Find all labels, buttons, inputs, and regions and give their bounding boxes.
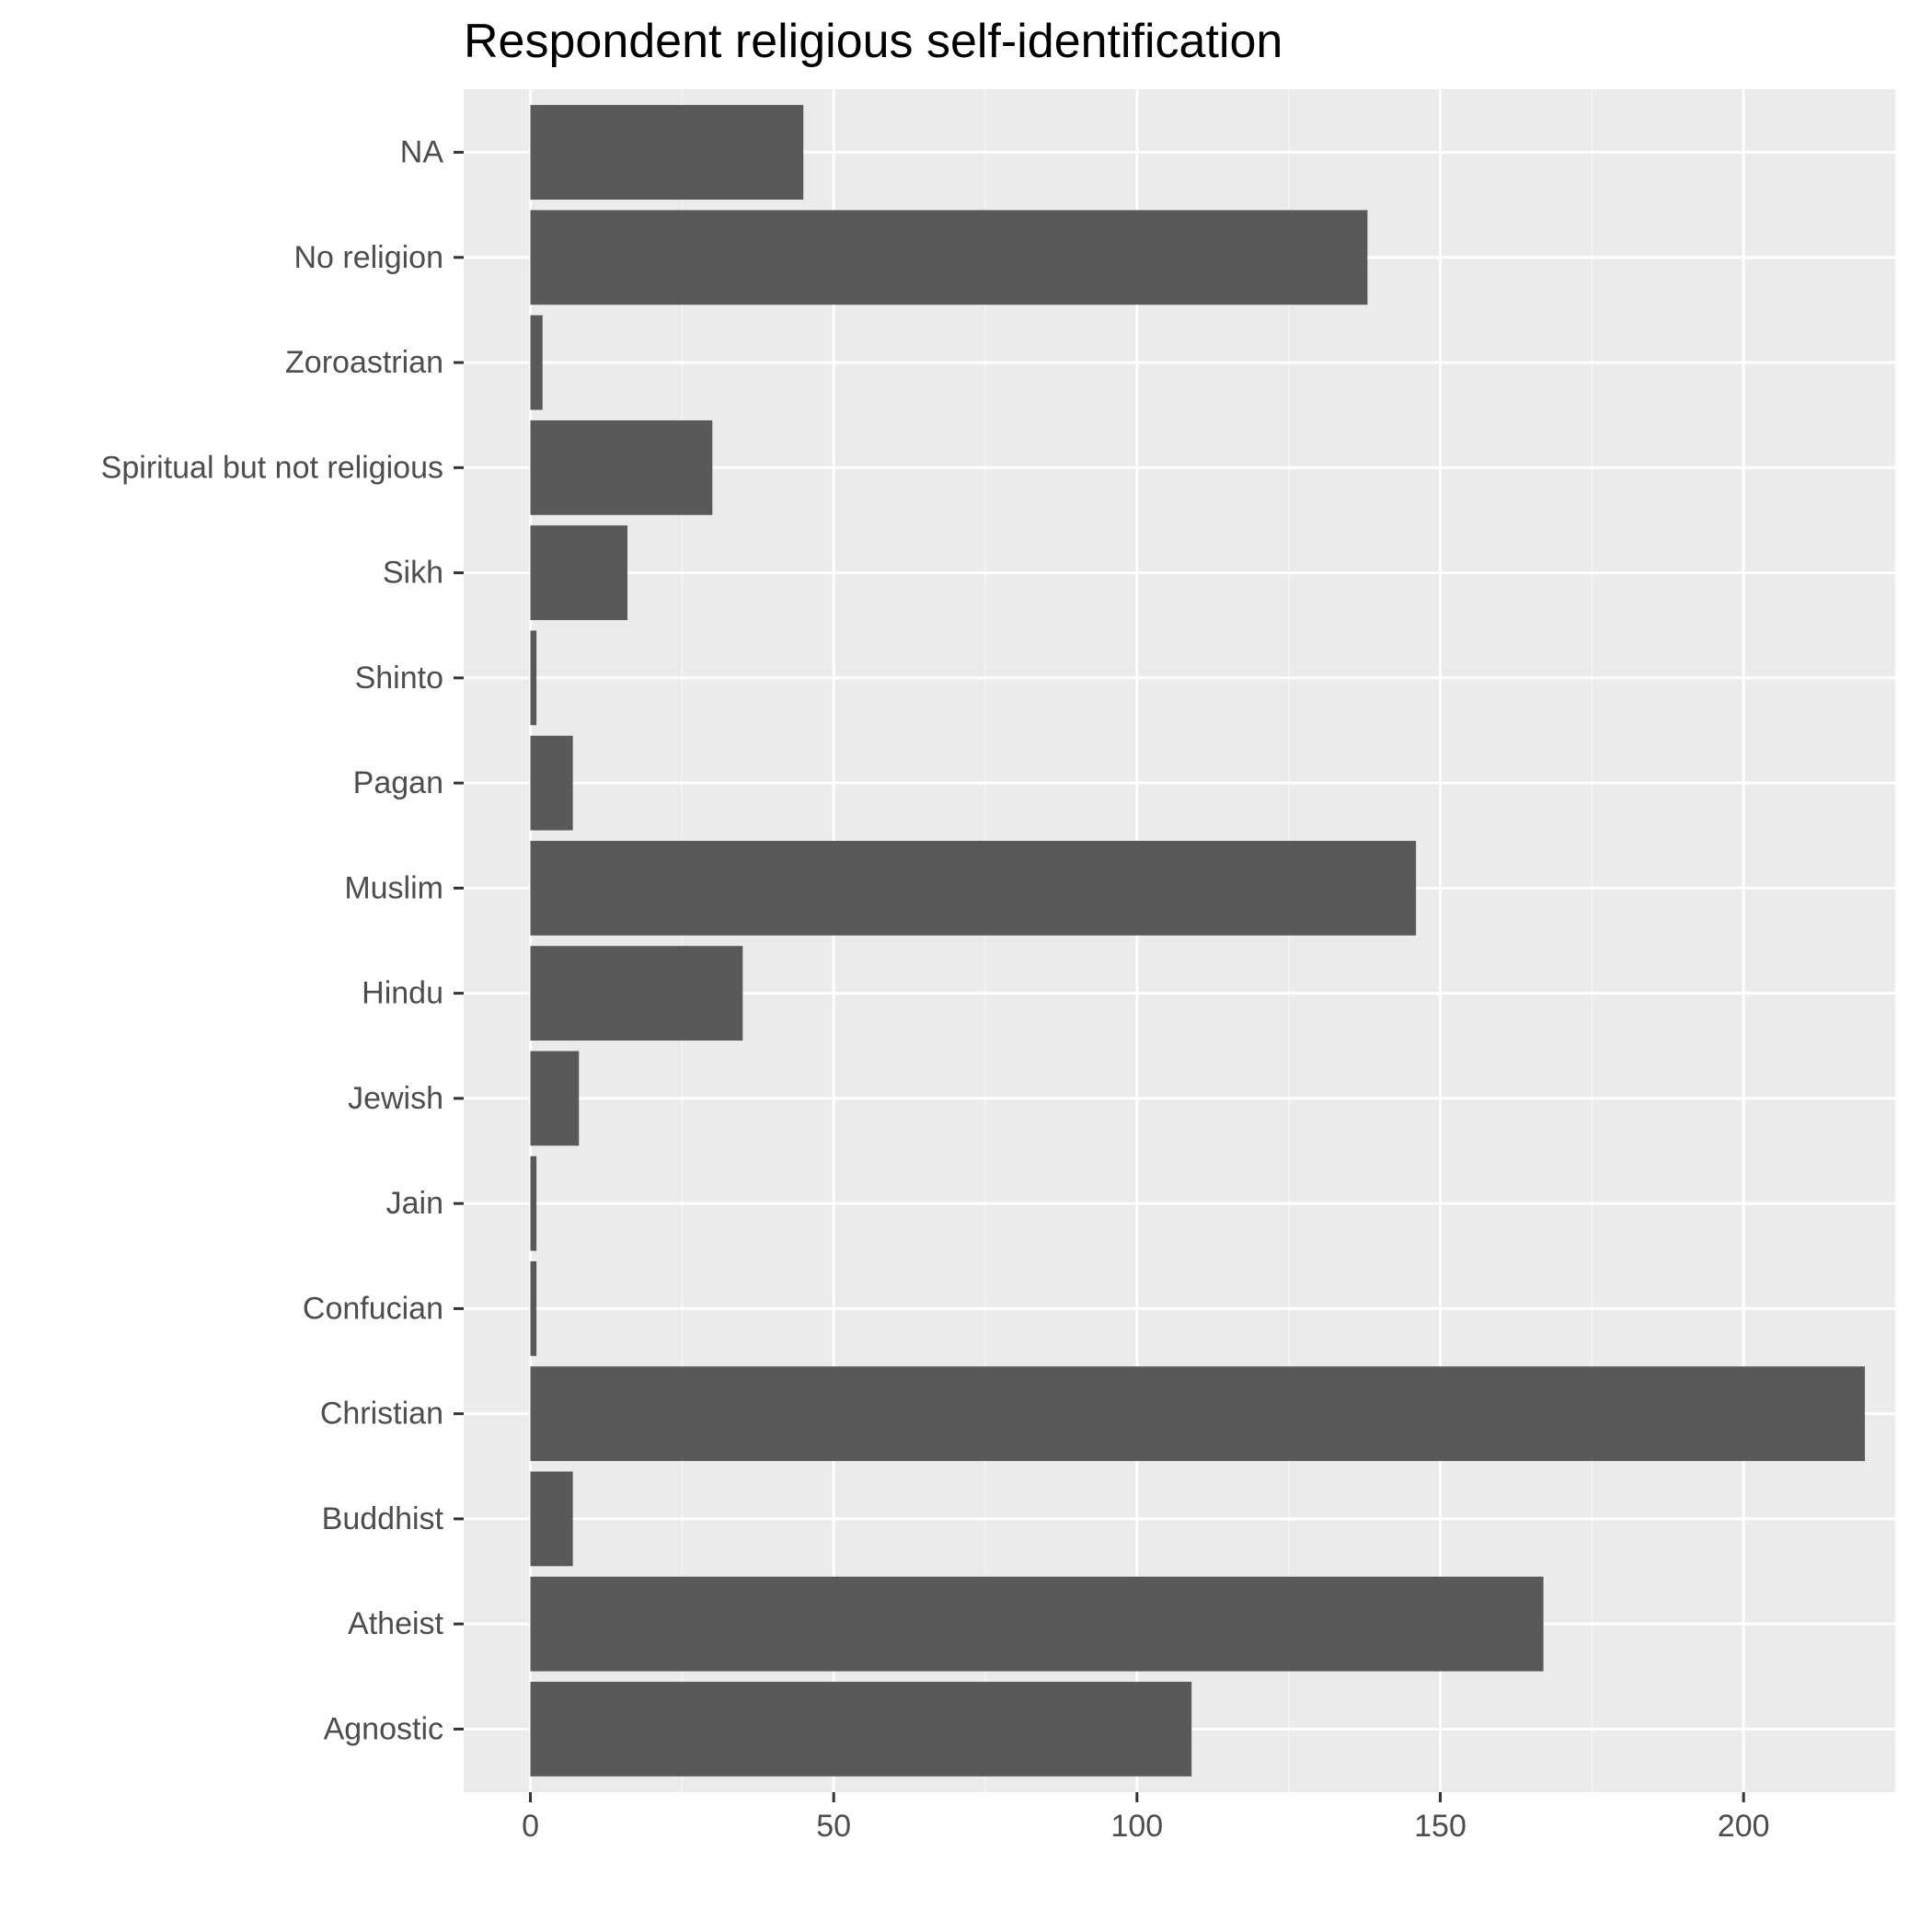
y-tick-label: Hindu [362,976,443,1011]
y-tick-label: Spiritual but not religious [101,450,443,485]
bar [530,315,543,410]
x-tick-label: 50 [816,1809,851,1844]
bar [530,735,573,831]
bar [530,946,743,1041]
bar [530,1471,573,1567]
y-tick-label: NA [400,135,444,170]
chart-title: Respondent religious self-identification [464,15,1282,68]
y-tick-label: Buddhist [322,1501,444,1536]
bar [530,630,537,726]
y-axis: Agnostic Atheist Buddhist Christian Confucia… [101,135,464,1746]
y-tick-label: No religion [293,240,443,275]
y-tick-label: Sikh [383,556,443,591]
bar [530,210,1368,305]
y-tick-label: Jewish [348,1081,443,1116]
bar [530,105,804,200]
x-axis: 0 50 100 150 200 [522,1792,1770,1844]
x-tick-label: 150 [1414,1809,1466,1844]
y-tick-label: Shinto [355,661,443,696]
bar [530,840,1417,936]
x-tick-label: 200 [1718,1809,1770,1844]
bar [530,420,713,515]
bar [530,1051,580,1146]
y-tick-label: Christian [320,1397,443,1432]
y-tick-label: Pagan [353,765,443,800]
plot-panel [464,89,1895,1792]
bar [530,525,628,621]
bar [530,1260,537,1356]
bar [530,1156,537,1251]
y-tick-label: Zoroastrian [285,345,443,380]
x-tick-label: 0 [522,1809,539,1844]
x-tick-label: 100 [1110,1809,1163,1844]
bar [530,1682,1192,1777]
y-tick-label: Muslim [344,870,443,905]
y-tick-label: Jain [386,1186,443,1221]
y-tick-label: Atheist [348,1606,443,1641]
y-tick-label: Confucian [303,1291,443,1326]
bar [530,1576,1544,1672]
bar [530,1366,1866,1462]
bars [530,105,1866,1777]
y-tick-label: Agnostic [324,1711,443,1746]
